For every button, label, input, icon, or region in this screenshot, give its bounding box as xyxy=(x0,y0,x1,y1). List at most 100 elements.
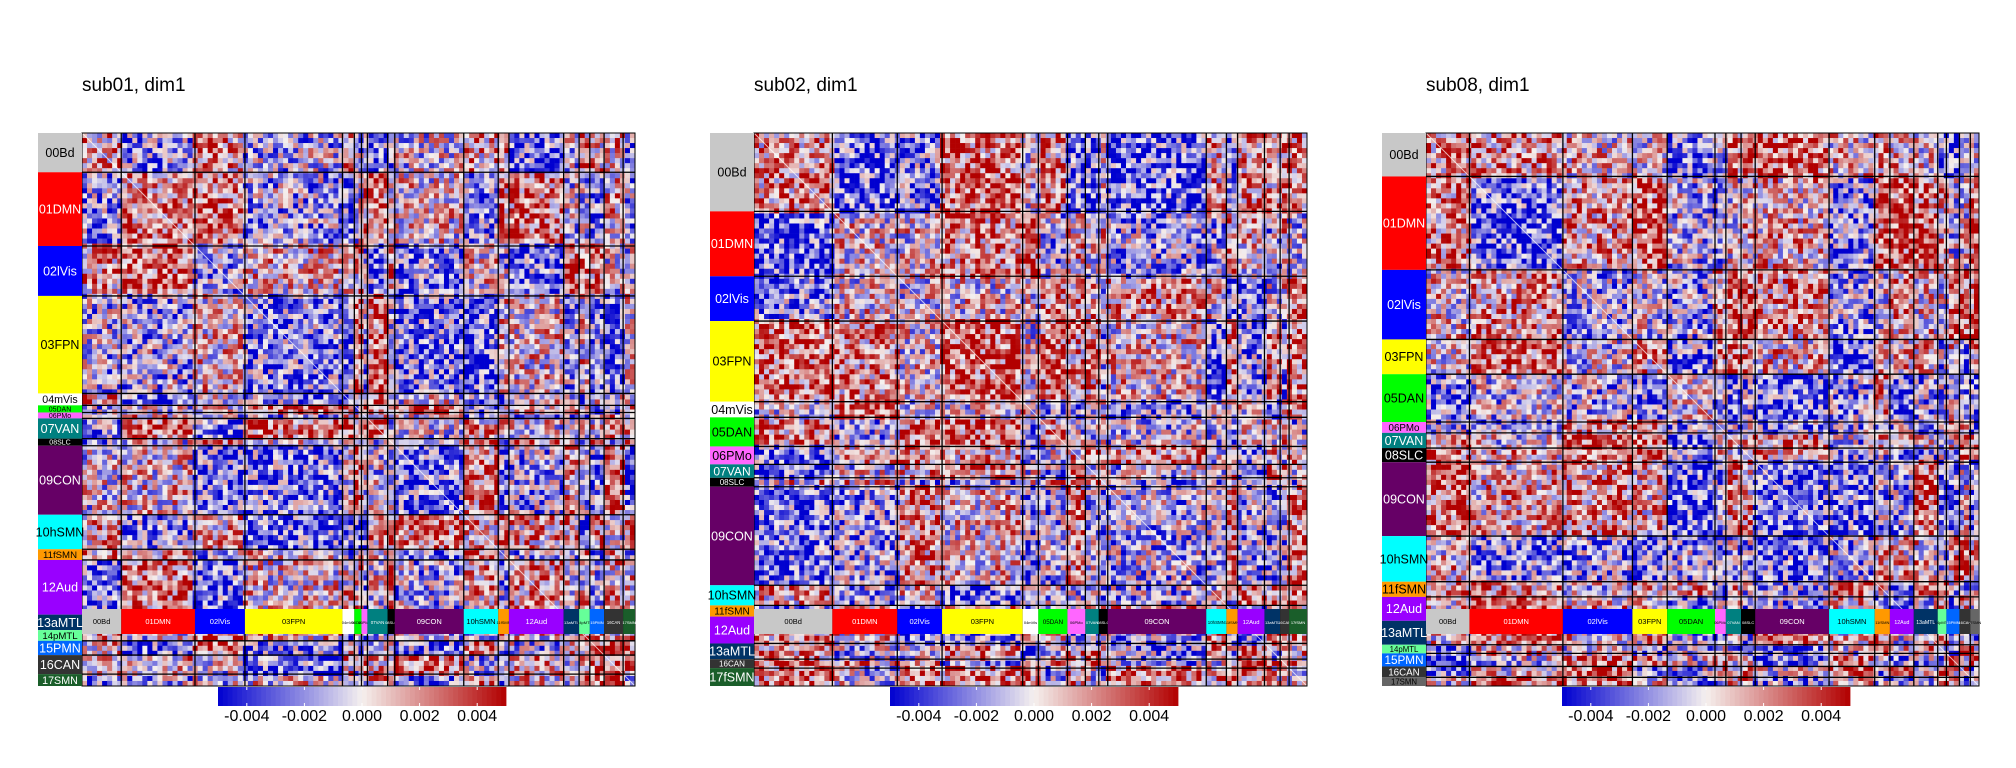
network-band-03FPN xyxy=(1382,339,1426,375)
network-band-14pMTL xyxy=(38,630,82,641)
network-band-bottom-06PMo xyxy=(1067,609,1086,634)
network-band-13aMTL xyxy=(710,643,754,660)
network-label-bottom: 16CAN xyxy=(607,620,620,625)
network-band-03FPN xyxy=(710,321,754,402)
correlation-matrix xyxy=(81,132,636,687)
network-label-bottom: 16CAN xyxy=(1278,620,1291,625)
network-label-bottom: 14pMTL xyxy=(577,620,592,625)
network-label-bottom: 08SLC xyxy=(1742,620,1754,625)
network-label-bottom: 14pMTL xyxy=(1935,620,1950,625)
network-label: 00Bd xyxy=(717,166,746,180)
network-band-07VAN xyxy=(38,418,82,439)
colorbar-tick-label: 0.000 xyxy=(342,708,382,726)
network-label: 00Bd xyxy=(45,146,74,160)
network-band-bottom-07VAN xyxy=(367,609,388,634)
network-band-bottom-01DMN xyxy=(1469,609,1563,634)
colorbar-tick-label: 0.000 xyxy=(1686,708,1726,726)
network-label: 10hSMN xyxy=(36,525,85,539)
network-band-16CAN xyxy=(38,655,82,675)
network-band-bottom-00Bd xyxy=(754,609,833,634)
network-label-bottom: 13aMTL xyxy=(1916,620,1935,626)
network-band-17SMN xyxy=(38,674,82,686)
network-label: 03FPN xyxy=(1385,350,1424,364)
network-band-bottom-01DMN xyxy=(832,609,898,634)
network-band-15PMN xyxy=(38,640,82,656)
network-label: 11fSMN xyxy=(1382,583,1426,597)
network-band-bottom-06PMo xyxy=(361,609,368,634)
network-label: 12Aud xyxy=(42,581,78,595)
colorbar-tick-label: -0.004 xyxy=(896,708,941,726)
chart-title: sub02, dim1 xyxy=(754,75,858,97)
network-band-05DAN xyxy=(710,417,754,447)
network-band-bottom-03FPN xyxy=(1632,609,1668,634)
network-band-bottom-17fSMN xyxy=(1289,609,1307,634)
network-label: 11fSMN xyxy=(714,607,750,618)
network-band-06PMo xyxy=(710,446,754,465)
network-label-bottom: 12Aud xyxy=(525,617,547,626)
colorbar-tick-label: -0.002 xyxy=(954,708,999,726)
network-band-15PMN xyxy=(1382,653,1426,667)
network-label: 02lVis xyxy=(715,292,749,306)
network-band-09CON xyxy=(38,445,82,515)
network-label-bottom: 00Bd xyxy=(1439,617,1457,626)
network-band-00Bd xyxy=(1382,133,1426,177)
network-band-16CAN xyxy=(1382,666,1426,678)
network-band-12Aud xyxy=(710,616,754,644)
network-band-02lVis xyxy=(710,276,754,322)
network-band-bottom-06PMo xyxy=(1714,609,1726,634)
network-band-bottom-02lVis xyxy=(194,609,245,634)
heatmap-svg: 00Bd 00Bd 01DMN 01DMN 02lVis 02lVis 03FPN 03FPN… xyxy=(36,132,636,706)
network-band-bottom-02lVis xyxy=(1562,609,1633,634)
network-label: 12Aud xyxy=(1386,602,1422,616)
network-band-06PMo xyxy=(1382,421,1426,433)
network-band-17fSMN xyxy=(710,668,754,686)
colorbar-tick-label: 0.002 xyxy=(1072,708,1112,726)
network-label: 09CON xyxy=(711,529,753,543)
network-band-bottom-05DAN xyxy=(1667,609,1715,634)
network-band-bottom-10hSMN xyxy=(1829,609,1875,634)
network-label: 04mVis xyxy=(42,394,77,406)
network-band-bottom-15PMN xyxy=(1946,609,1960,634)
network-band-09CON xyxy=(1382,462,1426,537)
network-label-bottom: 17fSMN xyxy=(1291,620,1306,625)
network-label: 01DMN xyxy=(711,237,753,251)
network-band-bottom-08SLC xyxy=(1098,609,1108,634)
network-band-bottom-12Aud xyxy=(508,609,564,634)
network-band-bottom-07VAN xyxy=(1085,609,1099,634)
chart-title: sub01, dim1 xyxy=(82,75,186,97)
network-band-14pMTL xyxy=(1382,644,1426,654)
network-label: 10hSMN xyxy=(708,589,757,603)
network-band-13aMTL xyxy=(1382,620,1426,645)
network-label: 15PMN xyxy=(1384,654,1423,667)
correlation-matrix xyxy=(1425,132,1980,687)
network-label-bottom: 01DMN xyxy=(1503,617,1528,626)
network-label-bottom: 12Aud xyxy=(1894,620,1909,626)
network-label-bottom: 11fSMN xyxy=(1225,620,1239,625)
network-band-bottom-14pMTL xyxy=(579,609,590,634)
network-label: 02lVis xyxy=(43,264,77,278)
network-band-03FPN xyxy=(38,295,82,394)
network-label: 03FPN xyxy=(41,338,80,352)
network-label-bottom: 01DMN xyxy=(145,617,170,626)
network-label: 17SMN xyxy=(42,675,78,687)
network-label: 05DAN xyxy=(1384,391,1424,405)
network-band-09CON xyxy=(710,486,754,586)
network-band-08SLC xyxy=(710,477,754,487)
network-label: 02lVis xyxy=(1387,298,1421,312)
network-label: 09CON xyxy=(39,474,81,488)
network-band-bottom-07VAN xyxy=(1725,609,1742,634)
network-label: 01DMN xyxy=(1383,217,1425,231)
network-band-10hSMN xyxy=(710,585,754,606)
network-band-11fSMN xyxy=(38,549,82,560)
colorbar-tick-label: 0.004 xyxy=(457,708,497,726)
colorbar xyxy=(890,687,1179,706)
network-band-01DMN xyxy=(38,172,82,246)
network-label-bottom: 11fSMN xyxy=(497,620,511,625)
network-label: 06PMo xyxy=(49,413,71,420)
network-band-bottom-05DAN xyxy=(354,609,362,634)
network-label-bottom: 05DAN xyxy=(351,620,364,625)
network-label-bottom: 09CON xyxy=(1780,617,1805,626)
network-band-00Bd xyxy=(38,133,82,173)
network-label-bottom: 10hSMN xyxy=(1837,617,1866,626)
network-band-07VAN xyxy=(1382,432,1426,449)
